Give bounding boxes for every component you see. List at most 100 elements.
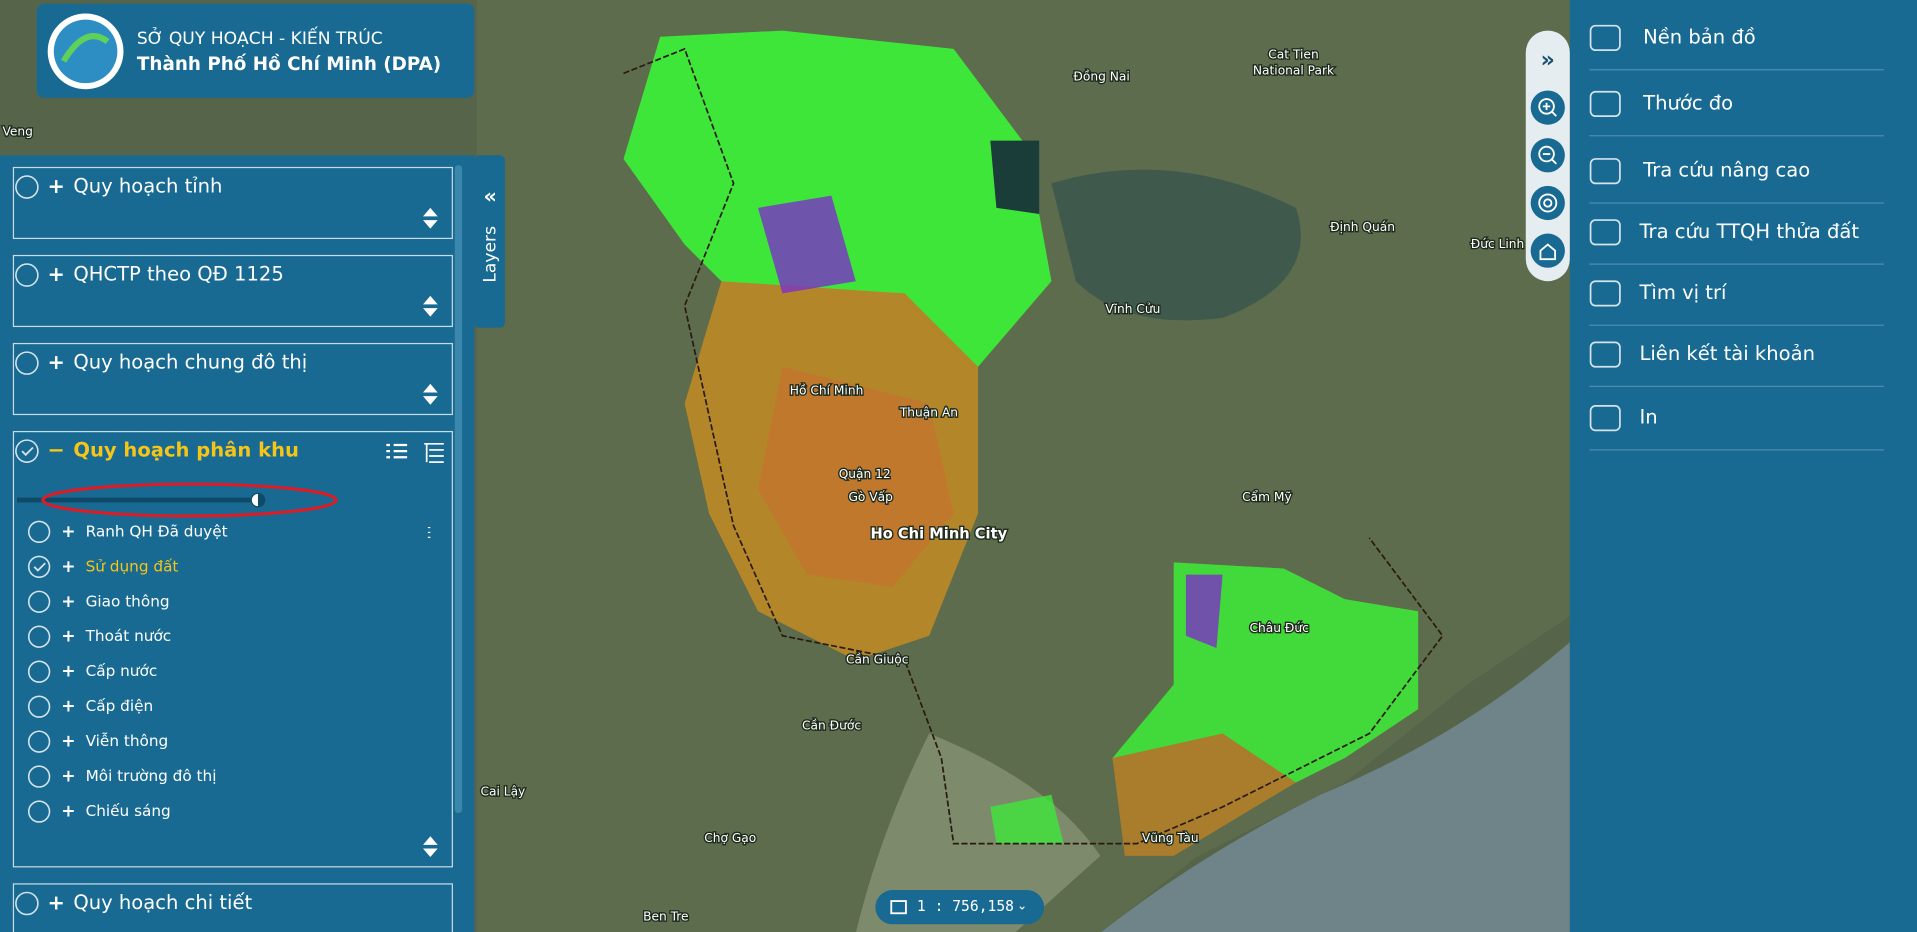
tool-icon[interactable] (1589, 219, 1621, 246)
map-label: Đức Linh (1471, 237, 1525, 251)
sublayer-label[interactable]: Cấp nước (86, 662, 158, 680)
expand-button[interactable]: » (1541, 48, 1555, 73)
zoom-in[interactable] (1530, 90, 1565, 125)
check-mark (33, 562, 46, 572)
sublayer-label[interactable]: Viễn thông (86, 732, 169, 750)
tool-label[interactable]: Tìm vị trí (1638, 281, 1727, 304)
map-labels: Veng Đồng Nai Cat Tien National Park Địn… (1, 46, 1526, 925)
svg-text:«: « (484, 184, 497, 208)
header-line2: Thành Phố Hồ Chí Minh (DPA) (137, 54, 441, 75)
tool-label[interactable]: Tra cứu nâng cao (1642, 159, 1810, 182)
scrollbar[interactable] (454, 165, 463, 814)
sublayer-label[interactable]: Cấp điện (86, 697, 154, 715)
layer-group (12, 166, 453, 240)
sublayer-toggle[interactable]: + (61, 732, 75, 752)
checkbox[interactable] (15, 439, 39, 463)
tool-icon[interactable] (1589, 24, 1621, 51)
sort-arrows[interactable] (423, 383, 438, 405)
expand-toggle[interactable]: + (48, 262, 65, 286)
checkbox[interactable] (15, 351, 39, 375)
header-line1: SỞ QUY HOẠCH - KIẾN TRÚC (137, 25, 383, 49)
expand-toggle[interactable]: + (48, 350, 65, 374)
locate[interactable] (1530, 185, 1565, 221)
checkbox[interactable] (15, 263, 39, 287)
map-label: Cần Đước (802, 719, 861, 733)
sublayer-label[interactable]: Giao thông (86, 592, 170, 610)
tool-icon[interactable] (1589, 158, 1621, 185)
list-icon[interactable] (386, 443, 408, 459)
map-label: Vĩnh Cửu (1105, 302, 1160, 316)
tool-panel (1569, 0, 1917, 932)
map-label: Đồng Nai (1073, 70, 1129, 84)
checkbox[interactable] (27, 555, 51, 578)
map-label: Thuận An (899, 406, 958, 420)
sublayer-label[interactable]: Sử dụng đất (86, 557, 179, 575)
checkbox[interactable] (27, 695, 51, 718)
tool-label[interactable]: Liên kết tài khoản (1639, 342, 1815, 365)
sublayer-toggle[interactable]: + (61, 557, 75, 577)
sublayer-toggle[interactable]: + (61, 802, 75, 822)
map-label: Cai Lậy (480, 785, 525, 799)
sublayer-toggle[interactable]: + (61, 767, 75, 787)
sublayer-toggle[interactable]: + (61, 697, 75, 717)
sort-arrows[interactable] (423, 295, 438, 317)
layer-group-label[interactable]: QHCTP theo QĐ 1125 (73, 263, 283, 286)
highlight-ellipse (41, 482, 338, 518)
tool-label[interactable]: Tra cứu TTQH thửa đất (1638, 220, 1859, 243)
checkbox[interactable] (27, 660, 51, 683)
sublayer-toggle[interactable]: + (61, 592, 75, 612)
tool-icon[interactable] (1589, 341, 1621, 368)
layer-group (12, 342, 453, 416)
expand-toggle[interactable]: + (48, 890, 65, 914)
layer-group-label[interactable]: Quy hoạch tỉnh (73, 175, 222, 198)
sublayer-label[interactable]: Chiếu sáng (86, 802, 171, 820)
checkbox[interactable] (15, 891, 39, 916)
layer-group-label[interactable]: Quy hoạch chi tiết (73, 891, 252, 914)
expand-toggle[interactable]: − (48, 438, 65, 462)
sort-arrows[interactable] (423, 836, 438, 858)
legend-icon[interactable] (424, 442, 444, 464)
svg-text:⌄: ⌄ (1017, 898, 1027, 912)
checkbox[interactable] (27, 800, 51, 823)
tool-label[interactable]: Thước đo (1642, 91, 1733, 114)
layer-group (12, 254, 453, 328)
layers-tab[interactable] (474, 155, 505, 328)
expand-toggle[interactable]: + (48, 174, 65, 198)
sublayer-toggle[interactable]: + (61, 627, 75, 647)
tool-icon[interactable] (1589, 90, 1621, 118)
check-mark (21, 446, 34, 457)
checkbox[interactable] (27, 765, 51, 788)
layers-tab-label: Layers (480, 226, 500, 283)
tool-icon[interactable] (1589, 280, 1621, 307)
layer-group-label[interactable]: Quy hoạch chung đô thị (73, 351, 307, 374)
tool-label[interactable]: In (1639, 406, 1657, 429)
home[interactable] (1530, 233, 1565, 268)
checkbox[interactable] (27, 520, 51, 544)
tool-icon[interactable] (1589, 405, 1621, 432)
sublayer-label[interactable]: Môi trường đô thị (86, 767, 217, 785)
layer-group-label[interactable]: Quy hoạch phân khu (73, 439, 299, 462)
scale-badge[interactable] (875, 890, 1045, 925)
sublayer-toggle[interactable]: + (61, 662, 75, 682)
slider-handle-half (257, 493, 265, 507)
zoom-out[interactable] (1530, 138, 1565, 173)
map-label: Định Quán (1330, 220, 1395, 234)
sublayer-label[interactable]: Ranh QH Đã duyệt (86, 522, 228, 540)
sort-arrows[interactable] (423, 207, 438, 229)
checkbox[interactable] (27, 590, 51, 613)
map-label: Quận 12 (839, 467, 891, 481)
sublayer-label[interactable]: Thoát nước (85, 627, 172, 645)
layer-panel (0, 155, 475, 932)
tool-label[interactable]: Nền bản đồ (1643, 25, 1756, 48)
scale-text: 1 : 756,158 (917, 898, 1014, 915)
checkbox[interactable] (27, 730, 51, 753)
map-label: Veng (2, 125, 32, 139)
map-label: Hồ Chí Minh (790, 384, 864, 398)
map-label: Gò Vấp (848, 490, 893, 504)
map-label: Cần Giuộc (846, 653, 908, 667)
checkbox[interactable] (15, 175, 39, 199)
layer-group (12, 430, 453, 868)
sublayer-toggle[interactable]: + (61, 522, 75, 542)
checkbox[interactable] (27, 625, 51, 648)
